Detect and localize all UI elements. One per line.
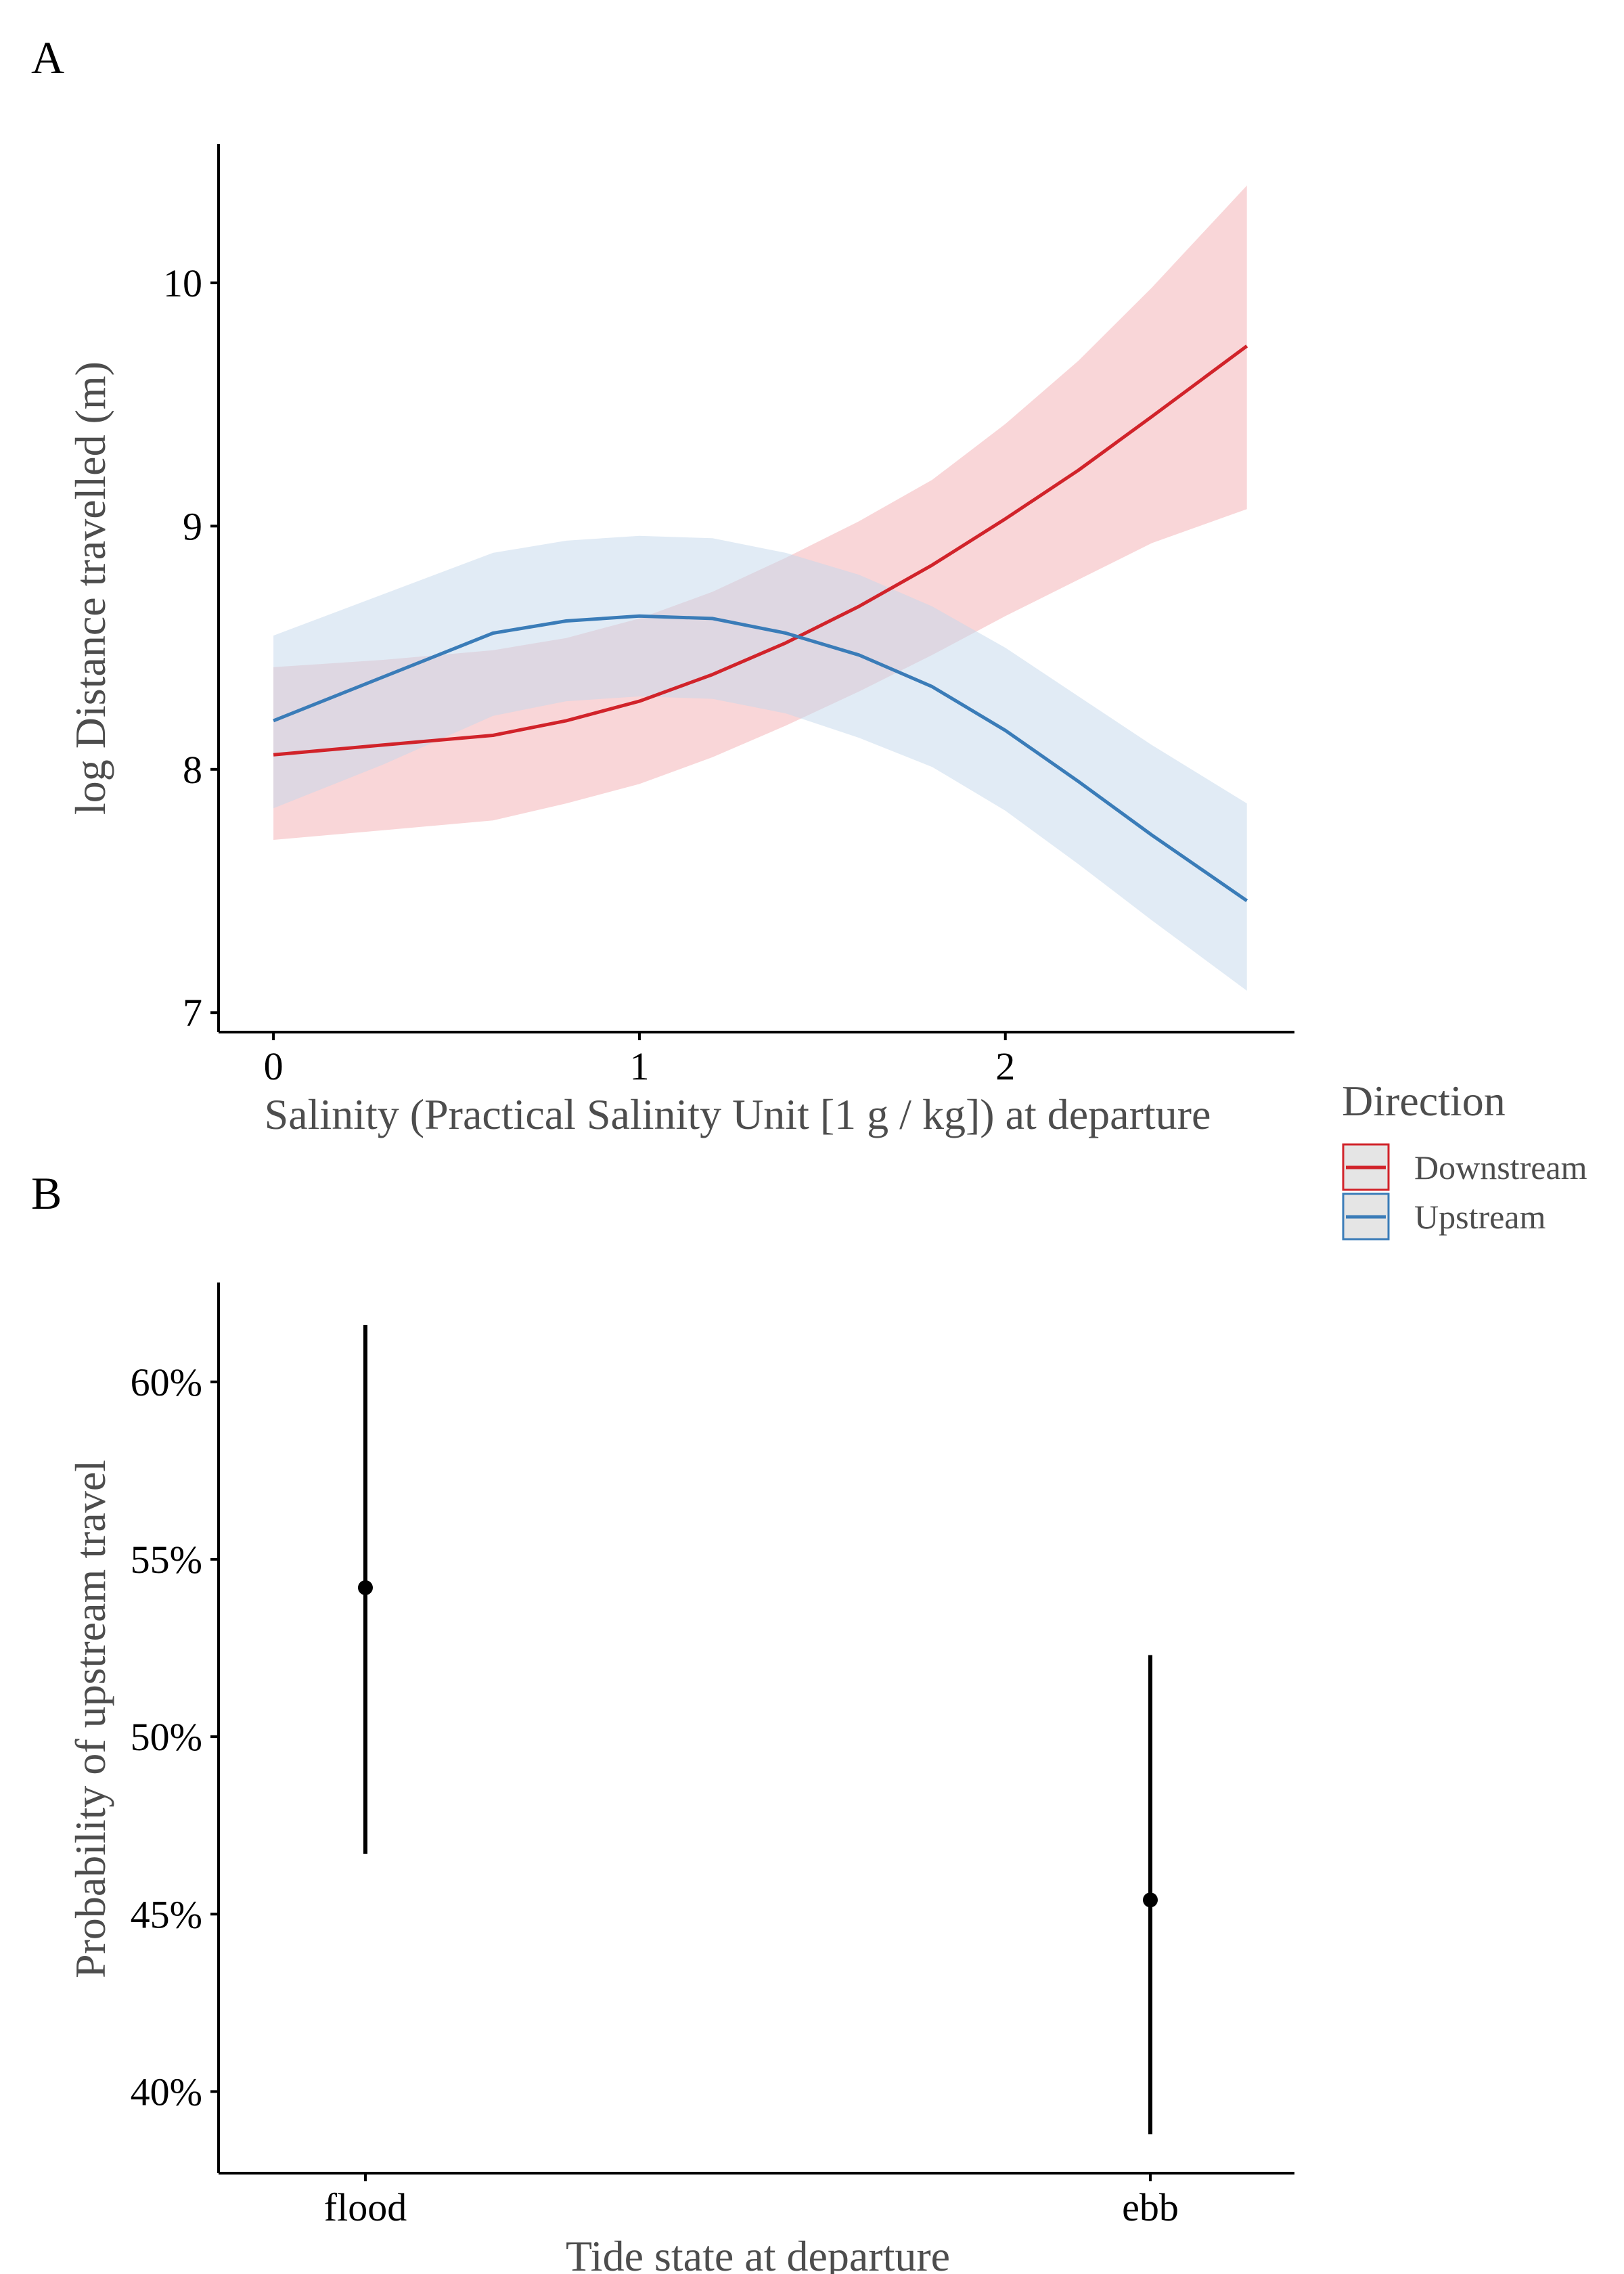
panel-b-y-tick-label: 50% bbox=[131, 1715, 202, 1759]
series-line-upstream bbox=[273, 614, 1248, 902]
panel-a-x-tick-label: 1 bbox=[629, 1044, 649, 1088]
panel-b-x-axis-title: Tide state at departure bbox=[566, 2232, 950, 2274]
panel-b-label: B bbox=[31, 1167, 62, 1219]
panel-b-y-tick-label: 40% bbox=[131, 2070, 202, 2114]
panel-b-y-ticks: 40% 45% 50% 55% 60% bbox=[131, 1360, 219, 2114]
panel-a-bands bbox=[273, 185, 1247, 991]
panel-a-label: A bbox=[31, 32, 64, 83]
panel-a-y-tick-label: 9 bbox=[183, 504, 202, 548]
panel-a-lines bbox=[273, 344, 1248, 902]
point-flood bbox=[358, 1580, 373, 1595]
legend-label-downstream: Downstream bbox=[1414, 1149, 1587, 1186]
panel-a-y-tick-label: 8 bbox=[183, 748, 202, 792]
panel-b-marks bbox=[358, 1324, 1158, 2135]
panel-b-y-axis-title: Probability of upstream travel bbox=[66, 1460, 114, 1978]
legend-item-downstream: Downstream bbox=[1342, 1143, 1587, 1191]
panel-a-y-tick-label: 7 bbox=[183, 991, 202, 1035]
panel-a-x-tick-label: 2 bbox=[995, 1044, 1015, 1088]
panel-b-x-tick-label: ebb bbox=[1122, 2185, 1179, 2229]
legend-item-upstream: Upstream bbox=[1342, 1192, 1546, 1241]
point-ebb bbox=[1143, 1892, 1158, 1908]
panel-a-x-ticks: 0 1 2 bbox=[264, 1032, 1015, 1088]
panel-a-y-tick-label: 10 bbox=[163, 261, 202, 305]
panel-b-x-ticks: flood ebb bbox=[324, 2173, 1179, 2229]
panel-b-y-tick-label: 45% bbox=[131, 1892, 202, 1936]
legend: Direction Downstream Upstream bbox=[1342, 1077, 1587, 1241]
panel-a: A 7 8 9 10 0 1 2 log Distance travelled (m) S… bbox=[31, 32, 1294, 1138]
panel-a-y-ticks: 7 8 9 10 bbox=[163, 261, 219, 1035]
legend-title: Direction bbox=[1342, 1077, 1506, 1125]
legend-label-upstream: Upstream bbox=[1414, 1198, 1546, 1236]
panel-b-x-tick-label: flood bbox=[324, 2185, 407, 2229]
panel-a-x-axis-title: Salinity (Practical Salinity Unit [1 g /… bbox=[265, 1090, 1211, 1138]
panel-a-y-axis-title: log Distance travelled (m) bbox=[66, 361, 114, 815]
panel-b-y-tick-label: 55% bbox=[131, 1538, 202, 1582]
panel-b: B 40% 45% 50% 55% 60% flood ebb Probability o… bbox=[31, 1167, 1294, 2274]
panel-b-y-tick-label: 60% bbox=[131, 1360, 202, 1404]
series-line-downstream bbox=[273, 344, 1248, 757]
panel-a-x-tick-label: 0 bbox=[264, 1044, 284, 1088]
confidence-band-upstream bbox=[273, 535, 1247, 991]
